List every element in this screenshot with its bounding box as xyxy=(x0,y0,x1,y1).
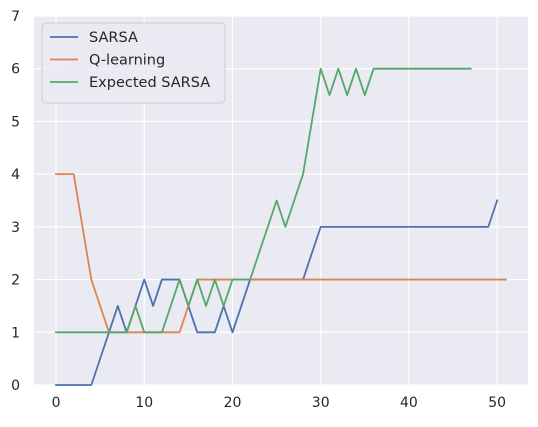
y-tick-label: 7 xyxy=(11,9,20,25)
x-tick-label: 40 xyxy=(400,395,418,411)
series-line-q-learning xyxy=(55,173,507,334)
y-tick-label: 2 xyxy=(11,273,20,289)
y-tick-label: 3 xyxy=(11,220,20,236)
y-tick-label: 6 xyxy=(11,62,20,78)
x-tick-label: 30 xyxy=(312,395,330,411)
legend-box xyxy=(41,22,226,104)
series-line-expected-sarsa xyxy=(55,67,472,334)
y-tick-label: 4 xyxy=(11,167,20,183)
x-tick-label: 10 xyxy=(135,395,153,411)
y-tick-label: 5 xyxy=(11,114,20,130)
legend-label: Expected SARSA xyxy=(89,75,210,91)
legend-label: Q-learning xyxy=(89,53,165,69)
legend: SARSA Q-learning Expected SARSA xyxy=(41,22,226,104)
tick-labels: 0 10 20 30 40 50 0 1 2 3 4 5 6 7 xyxy=(11,9,506,411)
y-tick-label: 1 xyxy=(11,325,20,341)
legend-label: SARSA xyxy=(89,30,138,46)
x-tick-label: 0 xyxy=(52,395,61,411)
x-tick-label: 20 xyxy=(224,395,242,411)
x-tick-label: 50 xyxy=(488,395,506,411)
y-tick-label: 0 xyxy=(11,378,20,394)
series-lines xyxy=(55,67,507,386)
